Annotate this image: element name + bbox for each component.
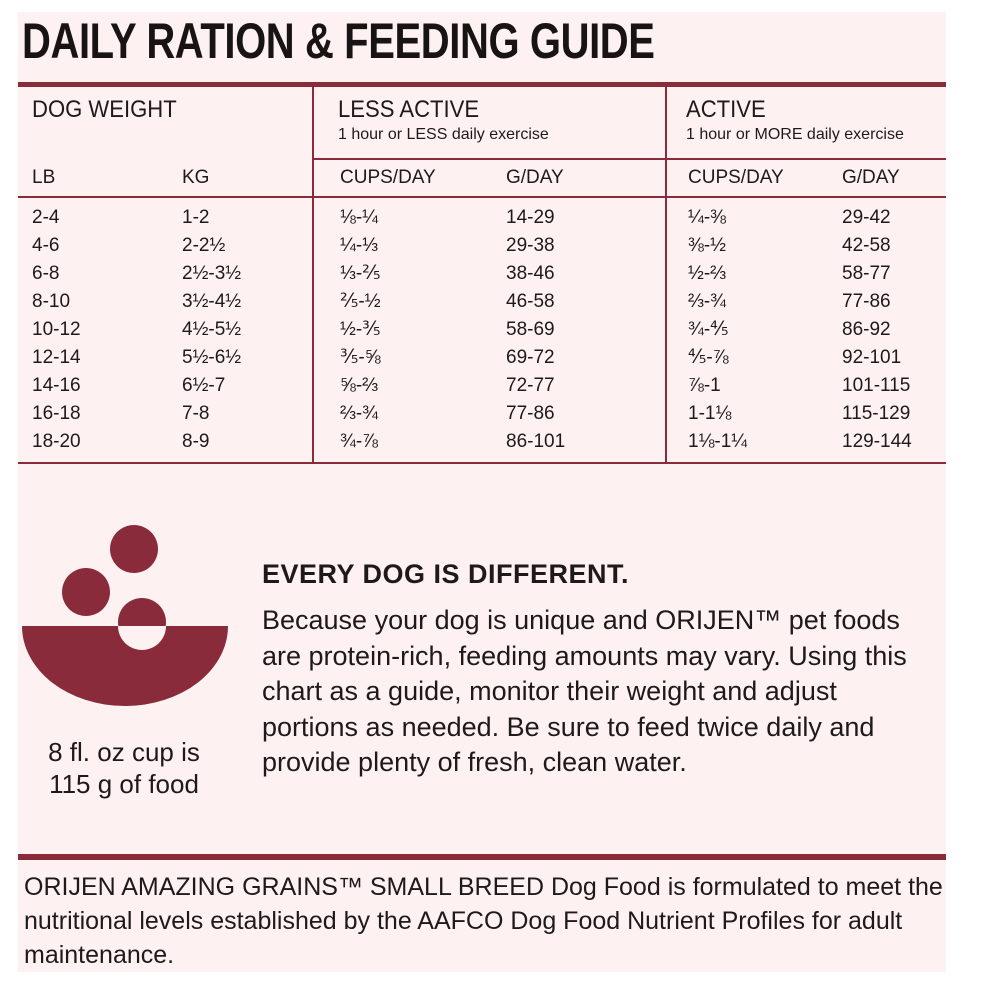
cell-g-active: 129-144 <box>842 431 912 452</box>
table-row: 2-4 1-2 ⅛-¼ 14-29 ¼-⅜ 29-42 <box>18 204 946 232</box>
cell-g-less: 77-86 <box>506 403 555 424</box>
cell-g-active: 42-58 <box>842 235 891 256</box>
table-row: 14-16 6½-7 ⅝-⅔ 72-77 ⅞-1 101-115 <box>18 372 946 400</box>
cell-g-less: 69-72 <box>506 347 555 368</box>
cup-size-note: 8 fl. oz cup is 115 g of food <box>24 736 224 800</box>
cell-cups-less: ⅗-⅝ <box>340 347 381 368</box>
table-row: 18-20 8-9 ¾-⅞ 86-101 1⅛-1¼ 129-144 <box>18 428 946 456</box>
cell-cups-less: ¼-⅓ <box>340 235 379 256</box>
food-bowl-icon <box>22 525 228 706</box>
cell-g-active: 115-129 <box>842 403 911 424</box>
cell-cups-active: ½-⅔ <box>688 263 727 284</box>
table-row: 8-10 3½-4½ ⅖-½ 46-58 ⅔-¾ 77-86 <box>18 288 946 316</box>
cell-lb: 8-10 <box>32 291 71 312</box>
cell-cups-active: ⅘-⅞ <box>688 347 729 368</box>
cell-g-active: 101-115 <box>842 375 911 396</box>
cell-lb: 12-14 <box>32 347 81 368</box>
footer-rule <box>18 854 946 860</box>
table-bottom-rule <box>18 462 946 464</box>
col-header-cups-less: CUPS/DAY <box>340 167 436 188</box>
cup-size-note-line: 115 g of food <box>49 769 199 799</box>
cell-g-less: 46-58 <box>506 291 555 312</box>
active-header: ACTIVE <box>686 96 766 123</box>
cell-lb: 16-18 <box>32 403 81 424</box>
page-title: DAILY RATION & FEEDING GUIDE <box>22 13 655 69</box>
table-header-rule <box>314 158 665 160</box>
feeding-table: DOG WEIGHT LESS ACTIVE 1 hour or LESS da… <box>18 86 946 464</box>
cell-kg: 7-8 <box>182 403 210 424</box>
cell-kg: 3½-4½ <box>182 291 242 312</box>
less-active-subheader: 1 hour or LESS daily exercise <box>338 126 549 143</box>
table-divider <box>312 86 314 464</box>
aafco-statement: ORIJEN AMAZING GRAINS™ SMALL BREED Dog F… <box>24 873 943 969</box>
cell-g-less: 86-101 <box>506 431 566 452</box>
cell-cups-less: ⅓-⅖ <box>340 263 381 284</box>
cell-g-less: 29-38 <box>506 235 555 256</box>
cup-size-note-line: 8 fl. oz cup is <box>48 737 200 767</box>
cell-cups-less: ⅛-¼ <box>340 207 379 228</box>
cell-kg: 2½-3½ <box>182 263 242 284</box>
cell-lb: 14-16 <box>32 375 81 396</box>
cell-kg: 4½-5½ <box>182 319 242 340</box>
table-row: 10-12 4½-5½ ½-⅗ 58-69 ¾-⅘ 86-92 <box>18 316 946 344</box>
table-divider <box>665 86 667 464</box>
active-subheader: 1 hour or MORE daily exercise <box>686 126 904 143</box>
cell-kg: 6½-7 <box>182 375 226 396</box>
cell-g-less: 72-77 <box>506 375 555 396</box>
every-dog-heading: EVERY DOG IS DIFFERENT. <box>262 559 630 589</box>
guide-panel <box>18 12 946 972</box>
cell-lb: 6-8 <box>32 263 60 284</box>
dog-weight-header: DOG WEIGHT <box>32 96 177 123</box>
cell-lb: 4-6 <box>32 235 60 256</box>
cell-g-active: 58-77 <box>842 263 891 284</box>
table-columns-rule <box>18 196 946 198</box>
col-header-lb: LB <box>32 167 56 188</box>
cell-cups-active: ⅞-1 <box>688 375 721 396</box>
cell-g-active: 29-42 <box>842 207 891 228</box>
cell-lb: 18-20 <box>32 431 81 452</box>
col-header-g-active: G/DAY <box>842 167 900 188</box>
col-header-g-less: G/DAY <box>506 167 564 188</box>
cell-kg: 5½-6½ <box>182 347 242 368</box>
cell-g-less: 14-29 <box>506 207 555 228</box>
cell-g-active: 86-92 <box>842 319 891 340</box>
table-row: 12-14 5½-6½ ⅗-⅝ 69-72 ⅘-⅞ 92-101 <box>18 344 946 372</box>
table-row: 16-18 7-8 ⅔-¾ 77-86 1-1⅛ 115-129 <box>18 400 946 428</box>
table-row: 6-8 2½-3½ ⅓-⅖ 38-46 ½-⅔ 58-77 <box>18 260 946 288</box>
cell-cups-active: 1⅛-1¼ <box>688 431 748 452</box>
cell-g-less: 58-69 <box>506 319 555 340</box>
cell-kg: 8-9 <box>182 431 210 452</box>
cell-kg: 1-2 <box>182 207 210 228</box>
cell-g-active: 77-86 <box>842 291 891 312</box>
cell-lb: 10-12 <box>32 319 81 340</box>
title-rule <box>18 82 946 87</box>
col-header-kg: KG <box>182 167 210 188</box>
every-dog-body: Because your dog is unique and ORIJEN™ p… <box>262 605 907 777</box>
less-active-header: LESS ACTIVE <box>338 96 480 123</box>
cell-g-less: 38-46 <box>506 263 555 284</box>
cell-cups-less: ¾-⅞ <box>340 431 379 452</box>
cell-cups-less: ⅝-⅔ <box>340 375 379 396</box>
cell-g-active: 92-101 <box>842 347 902 368</box>
cell-cups-active: ¾-⅘ <box>688 319 729 340</box>
table-header-rule <box>667 158 946 160</box>
cell-lb: 2-4 <box>32 207 60 228</box>
cell-cups-active: ⅜-½ <box>688 235 727 256</box>
cell-cups-less: ⅖-½ <box>340 291 381 312</box>
cell-cups-active: ¼-⅜ <box>688 207 727 228</box>
cell-cups-less: ⅔-¾ <box>340 403 379 424</box>
col-header-cups-active: CUPS/DAY <box>688 167 784 188</box>
cell-cups-less: ½-⅗ <box>340 319 381 340</box>
table-row: 4-6 2-2½ ¼-⅓ 29-38 ⅜-½ 42-58 <box>18 232 946 260</box>
cell-cups-active: ⅔-¾ <box>688 291 727 312</box>
cell-cups-active: 1-1⅛ <box>688 403 732 424</box>
cell-kg: 2-2½ <box>182 235 226 256</box>
